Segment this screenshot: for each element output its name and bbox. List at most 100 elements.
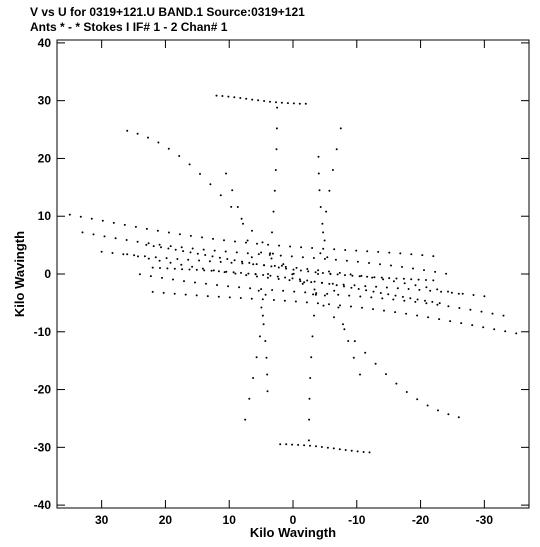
uv-point xyxy=(390,264,392,267)
uv-point xyxy=(261,241,264,244)
uv-point xyxy=(196,252,199,255)
uv-point xyxy=(326,292,329,295)
uv-point xyxy=(273,264,276,267)
uv-point xyxy=(188,163,191,166)
uv-point xyxy=(447,290,449,293)
uv-point xyxy=(180,246,183,249)
uv-point xyxy=(261,298,264,301)
uv-point xyxy=(92,233,95,236)
uv-point xyxy=(217,270,220,273)
y-tick-label: -40 xyxy=(34,498,52,512)
uv-point xyxy=(309,377,312,379)
uv-point xyxy=(332,447,335,450)
uv-point xyxy=(244,418,247,421)
uv-point xyxy=(206,295,209,298)
uv-point xyxy=(425,279,427,281)
uv-point xyxy=(156,229,159,232)
uv-point xyxy=(437,409,439,412)
uv-point xyxy=(471,324,474,327)
uv-point xyxy=(166,267,169,270)
uv-point xyxy=(344,249,347,251)
uv-point xyxy=(126,253,129,256)
uv-point xyxy=(275,148,278,151)
uv-point xyxy=(352,356,355,359)
uv-point xyxy=(359,373,361,376)
uv-point xyxy=(184,293,187,296)
uv-point xyxy=(181,268,184,271)
uv-point xyxy=(172,278,174,281)
x-tick-label: -30 xyxy=(476,513,494,527)
uv-point xyxy=(111,252,114,254)
uv-point xyxy=(337,306,340,309)
uv-point xyxy=(424,299,426,302)
uv-point xyxy=(314,293,317,296)
uv-point xyxy=(502,314,505,317)
uv-point xyxy=(266,373,269,376)
uv-point xyxy=(372,308,374,311)
uv-point xyxy=(335,284,338,287)
uv-point xyxy=(343,328,346,331)
uv-point xyxy=(271,252,274,255)
uv-point xyxy=(317,269,320,272)
uv-point xyxy=(178,155,181,157)
uv-point xyxy=(409,297,412,300)
uv-point xyxy=(154,256,157,259)
uv-point xyxy=(353,284,356,287)
uv-point xyxy=(151,266,154,269)
uv-point xyxy=(223,271,226,274)
uv-point xyxy=(318,189,321,192)
uv-point xyxy=(169,245,172,248)
uv-point xyxy=(423,269,425,272)
uv-point xyxy=(238,286,241,289)
y-tick-label: 0 xyxy=(44,267,51,281)
uv-point xyxy=(291,443,294,446)
uv-point xyxy=(445,272,448,275)
uv-point xyxy=(319,252,322,255)
uv-point xyxy=(405,312,408,315)
uv-point xyxy=(368,262,370,264)
uv-point xyxy=(350,449,353,452)
uv-point xyxy=(262,323,265,326)
uv-point xyxy=(112,221,115,224)
uv-point xyxy=(394,294,397,297)
uv-point xyxy=(263,100,266,102)
uv-point xyxy=(338,448,341,451)
uv-point xyxy=(480,310,483,313)
x-tick-label: 20 xyxy=(159,513,173,527)
uv-point xyxy=(438,302,441,305)
uv-point xyxy=(392,298,395,301)
uv-point xyxy=(312,293,315,296)
uv-point xyxy=(134,225,137,228)
uv-point xyxy=(228,296,231,299)
uv-point xyxy=(211,255,214,258)
uv-point xyxy=(307,270,310,273)
uv-point xyxy=(323,257,326,260)
uv-point xyxy=(361,306,363,309)
uv-point xyxy=(338,271,341,274)
uv-point xyxy=(417,278,420,281)
y-tick-label: -30 xyxy=(34,440,52,454)
uv-point xyxy=(241,260,243,263)
uv-point xyxy=(234,240,236,243)
uv-point xyxy=(239,97,242,99)
uv-point xyxy=(412,267,414,270)
uv-point xyxy=(252,377,255,379)
uv-point xyxy=(189,251,192,254)
uv-point xyxy=(348,294,351,297)
uv-point xyxy=(337,293,340,296)
y-tick-label: 20 xyxy=(38,151,52,165)
uv-point xyxy=(167,147,170,150)
uv-point xyxy=(271,289,274,291)
uv-point xyxy=(326,256,329,259)
uv-point xyxy=(405,391,408,393)
uv-point xyxy=(395,277,398,280)
uv-point xyxy=(149,275,152,278)
uv-point xyxy=(436,303,439,306)
uv-point xyxy=(136,240,139,243)
uv-point xyxy=(317,172,320,175)
uv-point xyxy=(257,253,260,256)
uv-point xyxy=(373,276,376,279)
uv-point xyxy=(310,281,313,284)
y-tick-label: -10 xyxy=(34,325,52,339)
uv-point xyxy=(79,215,82,218)
